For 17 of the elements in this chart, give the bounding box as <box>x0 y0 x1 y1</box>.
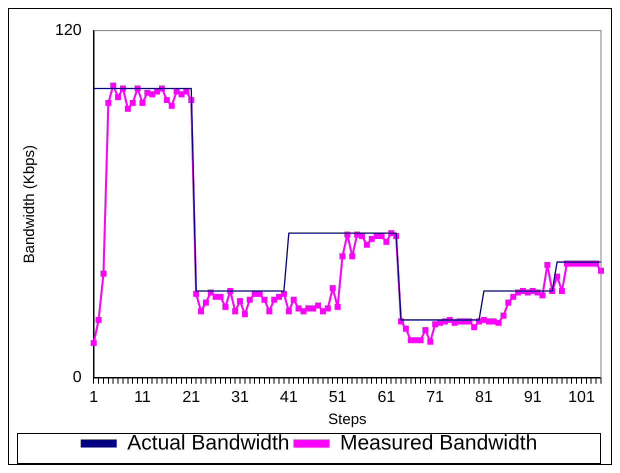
x-tick-label: 61 <box>377 388 396 406</box>
x-tick-label: 71 <box>426 388 444 406</box>
x-tick-label: 11 <box>134 388 151 406</box>
x-axis-title: Steps <box>328 411 367 428</box>
x-tick-label: 51 <box>328 388 347 406</box>
x-tick-label: 21 <box>182 388 200 406</box>
legend-label: Actual Bandwidth <box>127 431 290 454</box>
x-tick-label: 91 <box>524 388 542 406</box>
y-axis-title: Bandwidth (Kbps) <box>21 144 38 264</box>
x-tick-label: 31 <box>231 388 250 406</box>
x-tick-label: 1 <box>89 388 98 406</box>
legend-label: Measured Bandwidth <box>340 431 538 454</box>
y-tick-label: 120 <box>54 22 82 40</box>
x-tick-label: 81 <box>475 388 493 406</box>
x-tick-label: 41 <box>280 388 298 406</box>
x-tick-label: 101 <box>568 388 595 406</box>
y-tick-label: 0 <box>72 369 82 386</box>
